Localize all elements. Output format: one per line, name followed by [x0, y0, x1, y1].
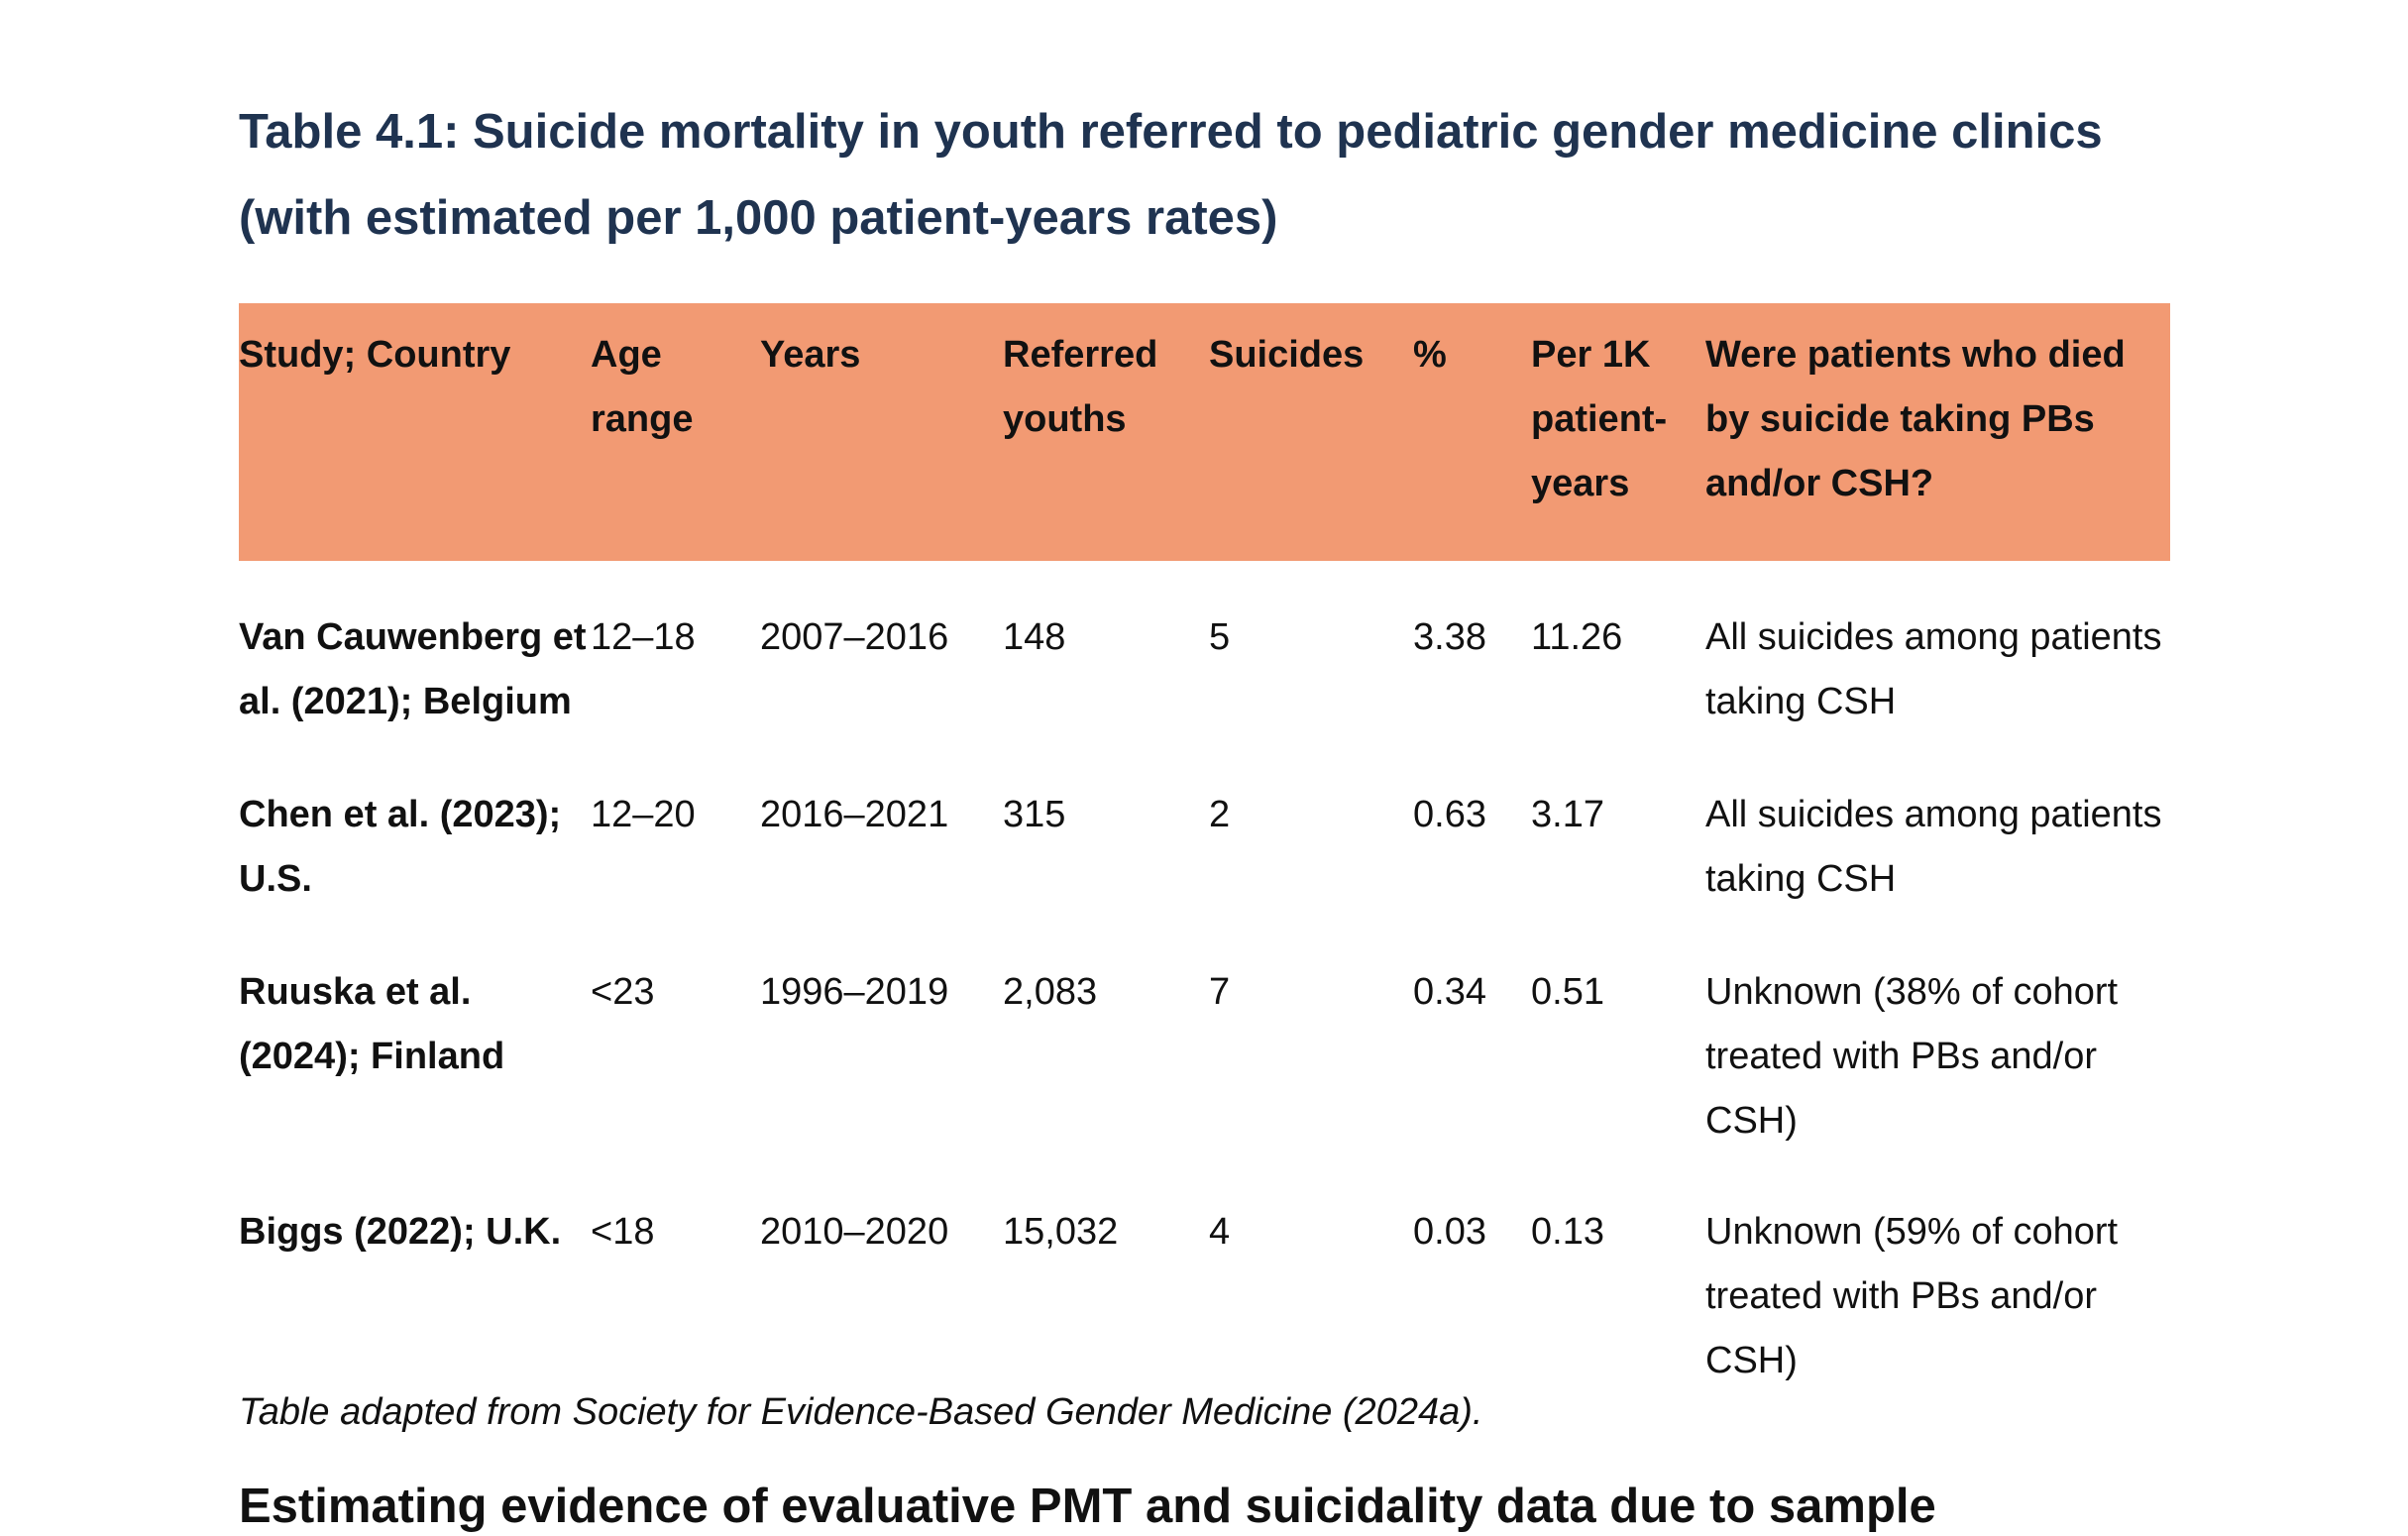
cell-study: Biggs (2022); U.K.	[239, 1211, 562, 1253]
cell-per-1k: 0.51	[1531, 971, 1604, 1013]
cell-referred-youths: 2,083	[1003, 971, 1098, 1013]
cell-study: Van Cauwenberg et al. (2021); Belgium	[239, 616, 587, 722]
cell-per-1k: 11.26	[1531, 616, 1623, 658]
table-row: Chen et al. (2023); U.S. 12–20 2016–2021…	[239, 783, 2170, 960]
cell-age-range: 12–18	[591, 616, 696, 658]
header-referred-youths: Referred youths	[1003, 334, 1158, 440]
table-title-line-1: Table 4.1: Suicide mortality in youth re…	[239, 105, 2103, 159]
cell-years: 1996–2019	[760, 971, 949, 1013]
table-title-line-2: (with estimated per 1,000 patient-years …	[239, 191, 1278, 245]
cell-years: 2016–2021	[760, 794, 949, 835]
cell-treatment: All suicides among patients taking CSH	[1705, 616, 2162, 722]
table-header: Study; Country Age range Years Referred …	[239, 303, 2170, 561]
header-percent: %	[1413, 334, 1447, 376]
cell-treatment: All suicides among patients taking CSH	[1705, 794, 2162, 900]
cell-age-range: <18	[591, 1211, 655, 1253]
header-study-country: Study; Country	[239, 334, 511, 376]
header-years: Years	[760, 334, 861, 376]
cell-suicides: 2	[1209, 794, 1231, 835]
cell-study: Chen et al. (2023); U.S.	[239, 794, 562, 900]
cell-referred-youths: 148	[1003, 616, 1066, 658]
table-row: Biggs (2022); U.K. <18 2010–2020 15,032 …	[239, 1200, 2170, 1393]
suicide-mortality-table: Study; Country Age range Years Referred …	[239, 303, 2170, 1393]
header-suicides: Suicides	[1209, 334, 1365, 376]
table-row: Ruuska et al. (2024); Finland <23 1996–2…	[239, 960, 2170, 1200]
cell-referred-youths: 15,032	[1003, 1211, 1119, 1253]
cell-treatment: Unknown (38% of cohort treated with PBs …	[1705, 971, 2119, 1142]
table-row: Van Cauwenberg et al. (2021); Belgium 12…	[239, 561, 2170, 783]
cell-percent: 3.38	[1413, 616, 1486, 658]
body-text-cutoff: Estimating evidence of evaluative PMT an…	[239, 1480, 1936, 1533]
cell-treatment: Unknown (59% of cohort treated with PBs …	[1705, 1211, 2119, 1381]
cell-suicides: 4	[1209, 1211, 1231, 1253]
cell-years: 2010–2020	[760, 1211, 949, 1253]
cell-percent: 0.03	[1413, 1211, 1486, 1253]
header-per-1k-patient-years: Per 1K patient-years	[1531, 334, 1668, 504]
cell-percent: 0.34	[1413, 971, 1486, 1013]
header-row: Study; Country Age range Years Referred …	[239, 303, 2170, 561]
cell-age-range: <23	[591, 971, 655, 1013]
cell-suicides: 7	[1209, 971, 1231, 1013]
header-treatment-status: Were patients who died by suicide taking…	[1705, 334, 2126, 504]
cell-percent: 0.63	[1413, 794, 1486, 835]
cell-suicides: 5	[1209, 616, 1231, 658]
cell-referred-youths: 315	[1003, 794, 1066, 835]
table-caption: Table adapted from Society for Evidence-…	[239, 1391, 1483, 1433]
cell-years: 2007–2016	[760, 616, 949, 658]
cell-age-range: 12–20	[591, 794, 696, 835]
cell-study: Ruuska et al. (2024); Finland	[239, 971, 505, 1077]
cell-per-1k: 3.17	[1531, 794, 1604, 835]
cell-per-1k: 0.13	[1531, 1211, 1604, 1253]
table-body: Van Cauwenberg et al. (2021); Belgium 12…	[239, 561, 2170, 1393]
header-age-range: Age range	[591, 334, 694, 440]
table-title: Table 4.1: Suicide mortality in youth re…	[239, 89, 2221, 262]
